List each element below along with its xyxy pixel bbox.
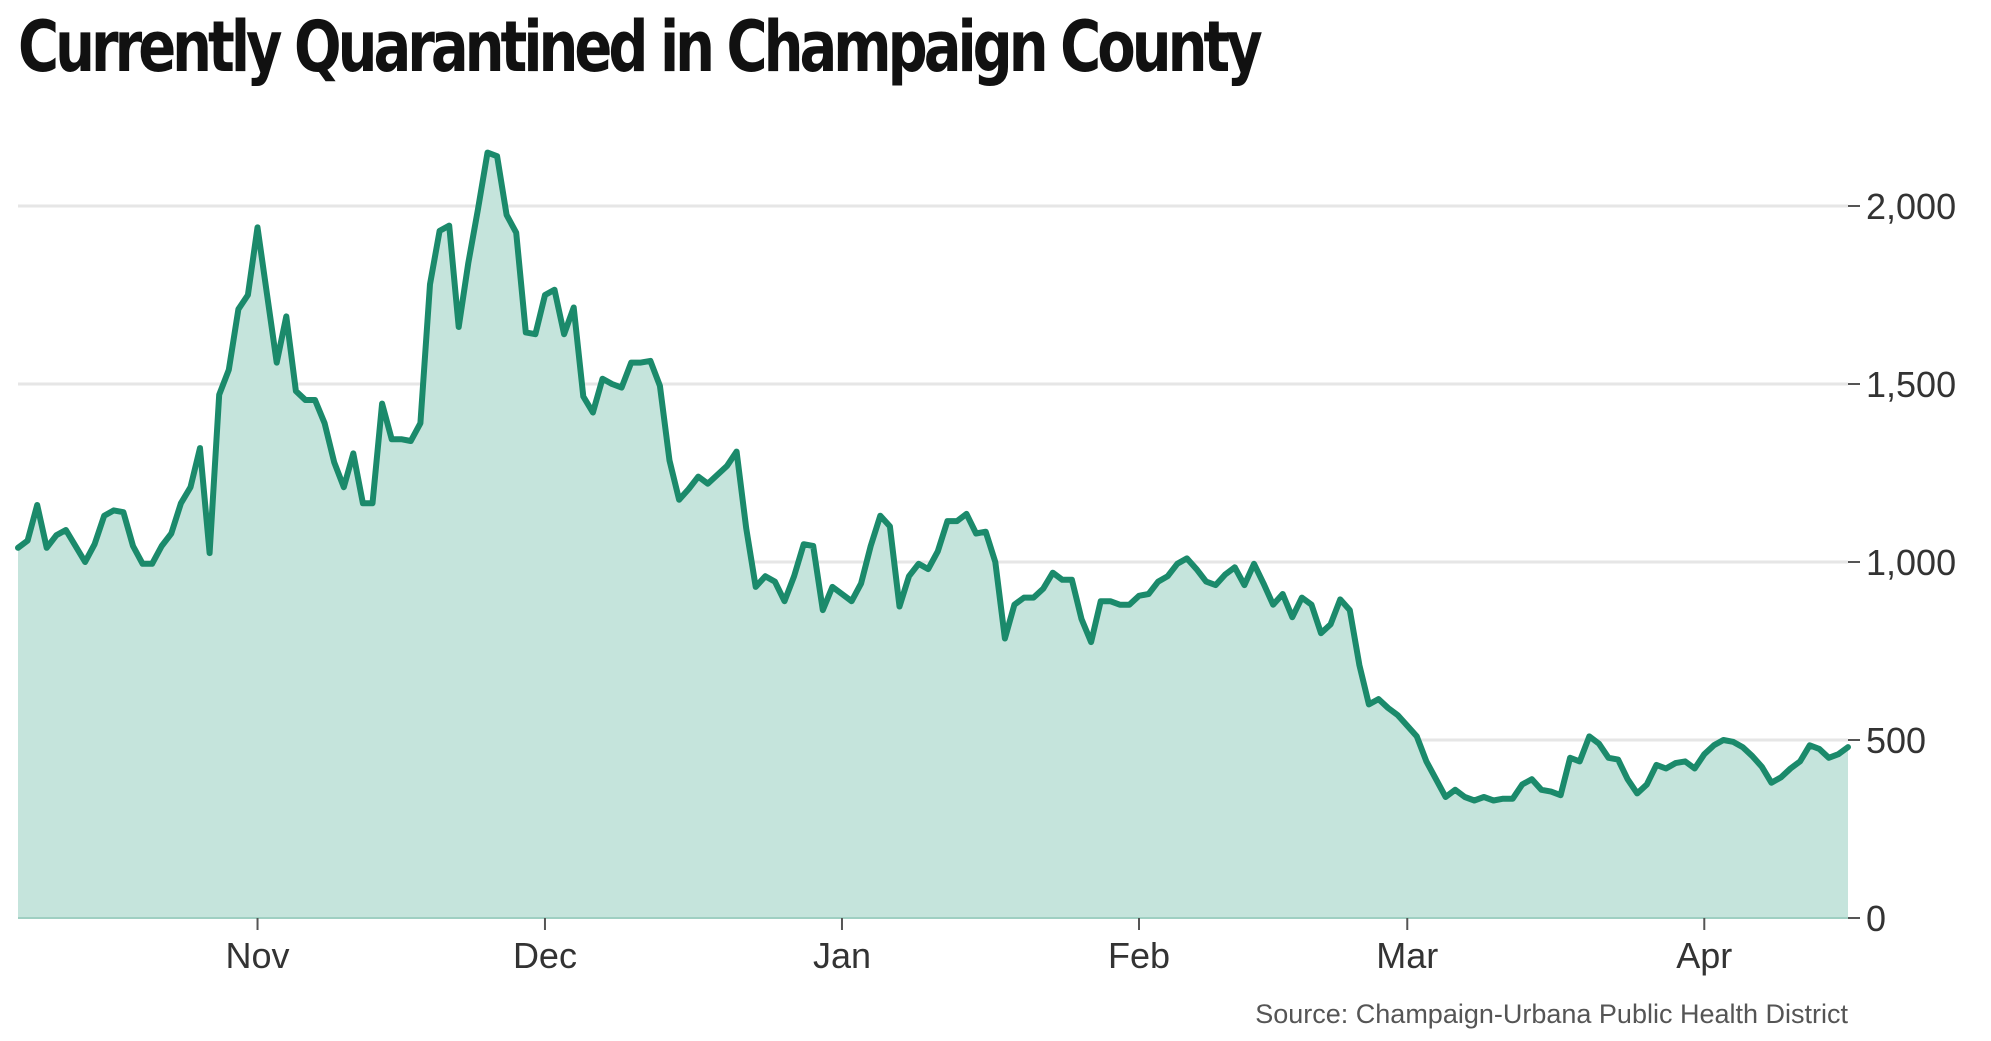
- y-tick-label: 1,500: [1866, 364, 1956, 405]
- x-tick-label: Apr: [1676, 935, 1732, 976]
- y-tick-label: 1,000: [1866, 542, 1956, 583]
- chart-title: Currently Quarantined in Champaign Count…: [18, 6, 1263, 88]
- y-tick-label: 500: [1866, 720, 1926, 761]
- x-tick-label: Feb: [1108, 935, 1170, 976]
- x-tick-label: Nov: [226, 935, 290, 976]
- x-tick-label: Mar: [1376, 935, 1438, 976]
- axes: 0 500 1,000 1,500 2,000 Nov Dec Jan Feb Mar Apr: [18, 186, 1956, 976]
- x-tick-label: Jan: [813, 935, 871, 976]
- area-fill: [18, 152, 1848, 919]
- x-tick-label: Dec: [513, 935, 577, 976]
- source-note: Source: Champaign-Urbana Public Health D…: [1255, 999, 1848, 1029]
- y-tick-label: 2,000: [1866, 186, 1956, 227]
- series-line: [15, 149, 1851, 804]
- y-tick-label: 0: [1866, 898, 1886, 939]
